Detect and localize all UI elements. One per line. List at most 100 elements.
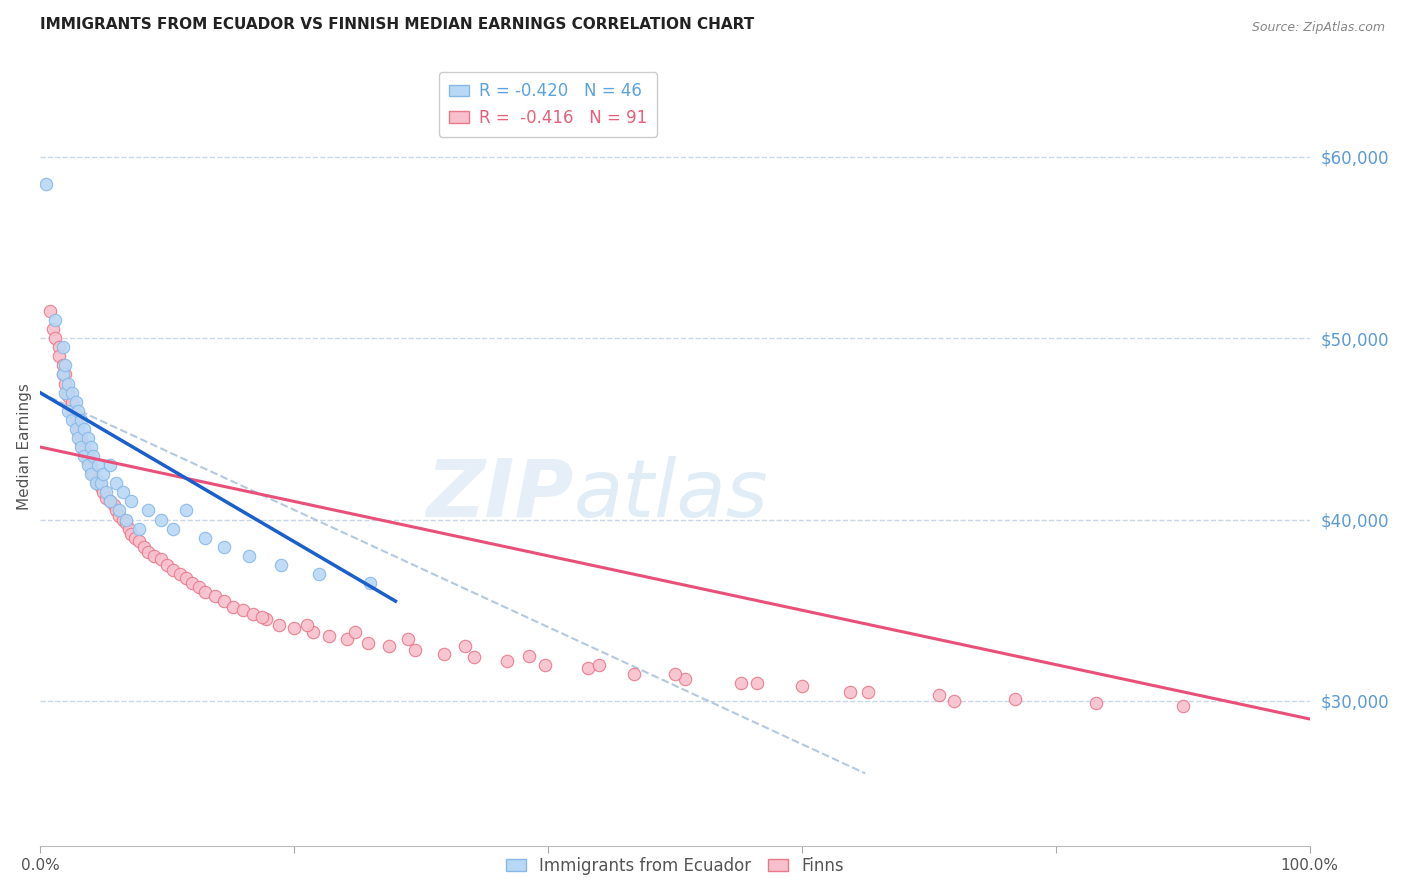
Point — [747, 675, 769, 690]
Point — [98, 494, 121, 508]
Point — [73, 422, 96, 436]
Point — [250, 610, 273, 624]
Point — [65, 394, 87, 409]
Point — [149, 512, 172, 526]
Point — [73, 443, 96, 458]
Point — [52, 368, 75, 382]
Point — [664, 666, 686, 681]
Point — [55, 385, 77, 400]
Point — [856, 685, 879, 699]
Point — [336, 632, 359, 647]
Point — [73, 440, 96, 454]
Point — [80, 467, 103, 482]
Point — [82, 467, 104, 482]
Point — [232, 603, 254, 617]
Point — [283, 621, 305, 635]
Point — [242, 607, 264, 621]
Point — [48, 349, 70, 363]
Point — [107, 508, 129, 523]
Point — [65, 408, 87, 422]
Point — [80, 462, 103, 476]
Point — [120, 494, 142, 508]
Point — [60, 413, 83, 427]
Point — [55, 359, 77, 373]
Point — [107, 503, 129, 517]
Point — [80, 458, 103, 472]
Point — [111, 485, 134, 500]
Point — [943, 694, 966, 708]
Point — [93, 485, 115, 500]
Point — [174, 570, 197, 584]
Point — [578, 661, 600, 675]
Point — [517, 648, 540, 663]
Point — [90, 476, 112, 491]
Y-axis label: Median Earnings: Median Earnings — [17, 384, 32, 510]
Point — [41, 322, 63, 336]
Point — [149, 552, 172, 566]
Point — [136, 545, 159, 559]
Text: Source: ZipAtlas.com: Source: ZipAtlas.com — [1251, 21, 1385, 34]
Point — [52, 359, 75, 373]
Point — [67, 431, 90, 445]
Point — [270, 558, 292, 572]
Text: ZIP: ZIP — [426, 456, 574, 534]
Point — [730, 675, 752, 690]
Point — [359, 576, 381, 591]
Point — [194, 585, 217, 599]
Point — [77, 449, 100, 463]
Point — [103, 498, 125, 512]
Point — [56, 385, 79, 400]
Point — [93, 467, 115, 482]
Point — [82, 449, 104, 463]
Point — [52, 368, 75, 382]
Point — [94, 491, 117, 505]
Point — [356, 636, 378, 650]
Point — [105, 476, 128, 491]
Point — [222, 599, 245, 614]
Point — [65, 413, 87, 427]
Point — [77, 431, 100, 445]
Point — [118, 522, 141, 536]
Point — [60, 394, 83, 409]
Point — [396, 632, 419, 647]
Point — [56, 376, 79, 391]
Point — [143, 549, 166, 563]
Point — [55, 376, 77, 391]
Point — [52, 340, 75, 354]
Point — [839, 685, 862, 699]
Point — [318, 629, 340, 643]
Point — [98, 494, 121, 508]
Point — [67, 425, 90, 440]
Point — [69, 436, 91, 450]
Point — [136, 503, 159, 517]
Point — [86, 473, 108, 487]
Point — [39, 304, 62, 318]
Point — [90, 480, 112, 494]
Point — [588, 657, 610, 672]
Point — [115, 512, 138, 526]
Point — [60, 403, 83, 417]
Point — [238, 549, 260, 563]
Point — [44, 313, 66, 327]
Point — [67, 403, 90, 417]
Point — [181, 576, 204, 591]
Text: IMMIGRANTS FROM ECUADOR VS FINNISH MEDIAN EARNINGS CORRELATION CHART: IMMIGRANTS FROM ECUADOR VS FINNISH MEDIA… — [39, 17, 754, 32]
Point — [496, 654, 519, 668]
Point — [128, 522, 150, 536]
Point — [254, 612, 277, 626]
Point — [73, 449, 96, 463]
Point — [404, 643, 426, 657]
Point — [1171, 699, 1194, 714]
Point — [132, 540, 155, 554]
Point — [673, 672, 696, 686]
Point — [69, 440, 91, 454]
Point — [69, 413, 91, 427]
Point — [302, 624, 325, 639]
Point — [343, 624, 366, 639]
Point — [86, 476, 108, 491]
Point — [174, 503, 197, 517]
Point — [98, 458, 121, 472]
Point — [295, 617, 318, 632]
Point — [267, 617, 290, 632]
Point — [162, 563, 184, 577]
